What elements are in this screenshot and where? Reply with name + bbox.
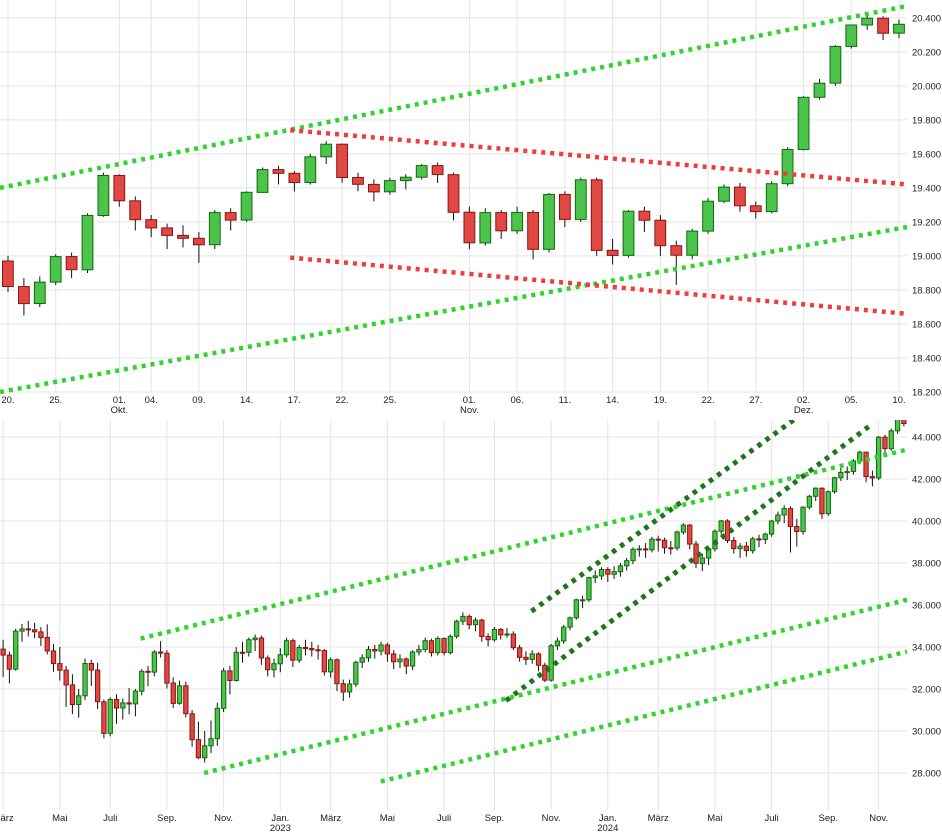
svg-text:Juli: Juli	[437, 813, 451, 824]
svg-text:04.: 04.	[145, 395, 158, 406]
svg-text:Mai: Mai	[707, 813, 722, 824]
svg-text:2023: 2023	[270, 823, 291, 834]
svg-text:19.: 19.	[654, 395, 667, 406]
candlestick-chart-bottom: 44.000 42.000 40.000 38.000 36.000 34.000 32.0…	[0, 401, 942, 837]
svg-text:Sep.: Sep.	[485, 813, 505, 824]
svg-text:22.: 22.	[335, 395, 348, 406]
svg-text:05.: 05.	[845, 395, 858, 406]
svg-text:Nov.: Nov.	[460, 405, 479, 416]
svg-text:19.600: 19.600	[912, 149, 941, 160]
svg-text:36.000: 36.000	[912, 601, 941, 612]
svg-text:10.: 10.	[892, 395, 905, 406]
svg-text:2024: 2024	[597, 823, 618, 834]
svg-text:32.000: 32.000	[912, 685, 941, 696]
svg-text:Jan.: Jan.	[599, 813, 617, 824]
svg-text:20.400: 20.400	[912, 13, 941, 24]
svg-text:14.: 14.	[606, 395, 619, 406]
svg-text:01.: 01.	[463, 395, 476, 406]
svg-text:30.000: 30.000	[912, 727, 941, 738]
svg-text:März: März	[0, 813, 14, 824]
svg-text:Mai: Mai	[380, 813, 395, 824]
svg-text:25.: 25.	[383, 395, 396, 406]
svg-text:18.200: 18.200	[912, 388, 941, 399]
svg-text:19.400: 19.400	[912, 183, 941, 194]
svg-text:42.000: 42.000	[912, 475, 941, 486]
svg-text:Sep.: Sep.	[157, 813, 177, 824]
svg-text:Sep.: Sep.	[819, 813, 839, 824]
svg-text:38.000: 38.000	[912, 559, 941, 570]
svg-text:Okt.: Okt.	[111, 405, 128, 416]
svg-text:Juli: Juli	[103, 813, 117, 824]
svg-text:Mai: Mai	[52, 813, 67, 824]
svg-text:19.200: 19.200	[912, 217, 941, 228]
svg-text:11.: 11.	[559, 395, 572, 406]
svg-text:44.000: 44.000	[912, 433, 941, 444]
svg-text:19.800: 19.800	[912, 115, 941, 126]
svg-text:14.: 14.	[240, 395, 253, 406]
candlestick-chart-top-canvas: 20.40020.20020.00019.80019.60019.40019.2…	[0, 0, 941, 416]
svg-text:18.600: 18.600	[912, 320, 941, 331]
svg-text:Dez.: Dez.	[794, 405, 814, 416]
svg-text:Juli: Juli	[764, 813, 778, 824]
svg-text:18.800: 18.800	[912, 286, 941, 297]
svg-text:25.: 25.	[49, 395, 62, 406]
svg-text:40.000: 40.000	[912, 517, 941, 528]
svg-text:28.000: 28.000	[912, 769, 941, 780]
svg-text:20.000: 20.000	[912, 81, 941, 92]
svg-text:Nov.: Nov.	[869, 813, 888, 824]
svg-text:34.000: 34.000	[912, 643, 941, 654]
svg-text:02.: 02.	[797, 395, 810, 406]
svg-text:22.: 22.	[701, 395, 714, 406]
svg-text:März: März	[648, 813, 669, 824]
svg-text:März: März	[320, 813, 341, 824]
svg-text:Nov.: Nov.	[214, 813, 233, 824]
svg-text:Nov.: Nov.	[542, 813, 561, 824]
svg-text:20.200: 20.200	[912, 47, 941, 58]
svg-text:19.000: 19.000	[912, 251, 941, 262]
svg-text:18.400: 18.400	[912, 354, 941, 365]
svg-text:27.: 27.	[749, 395, 762, 406]
svg-text:06.: 06.	[510, 395, 523, 406]
svg-text:20.: 20.	[1, 395, 14, 406]
svg-text:01.: 01.	[113, 395, 126, 406]
candlestick-chart-bottom-canvas: 44.000 42.000 40.000 38.000 36.000 34.000 32.0…	[0, 401, 941, 834]
candlestick-chart-top: 20.400 20.200 20.000 19.800 19.600 19.400 19.2…	[0, 0, 941, 416]
svg-text:17.: 17.	[288, 395, 301, 406]
svg-text:09.: 09.	[192, 395, 205, 406]
svg-text:Jan.: Jan.	[271, 813, 289, 824]
